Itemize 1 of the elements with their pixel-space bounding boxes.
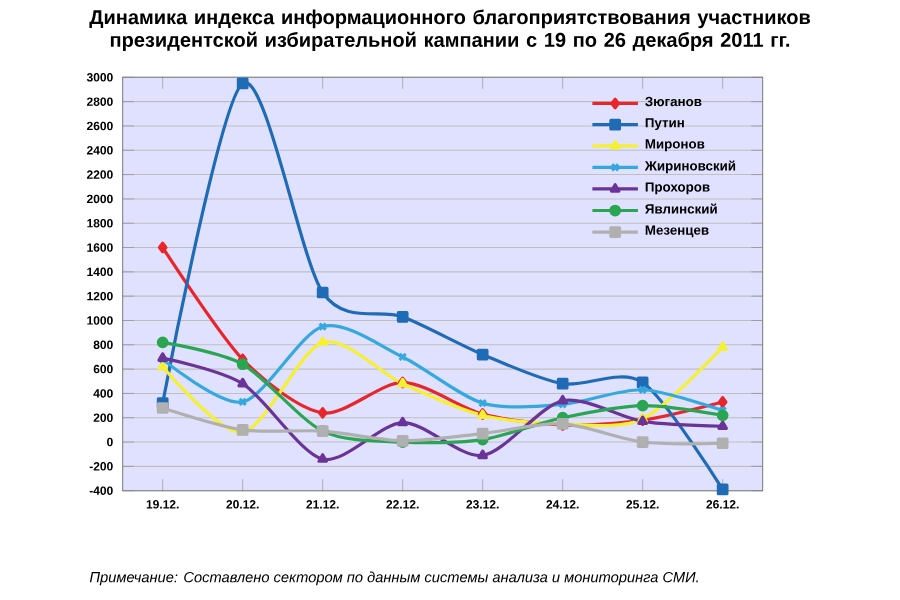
chart-title: Динамика индекса информационного благоприятствования участников президентской избирательной кампании с 19 по 26 декабря 2011 гг. xyxy=(89,9,811,51)
